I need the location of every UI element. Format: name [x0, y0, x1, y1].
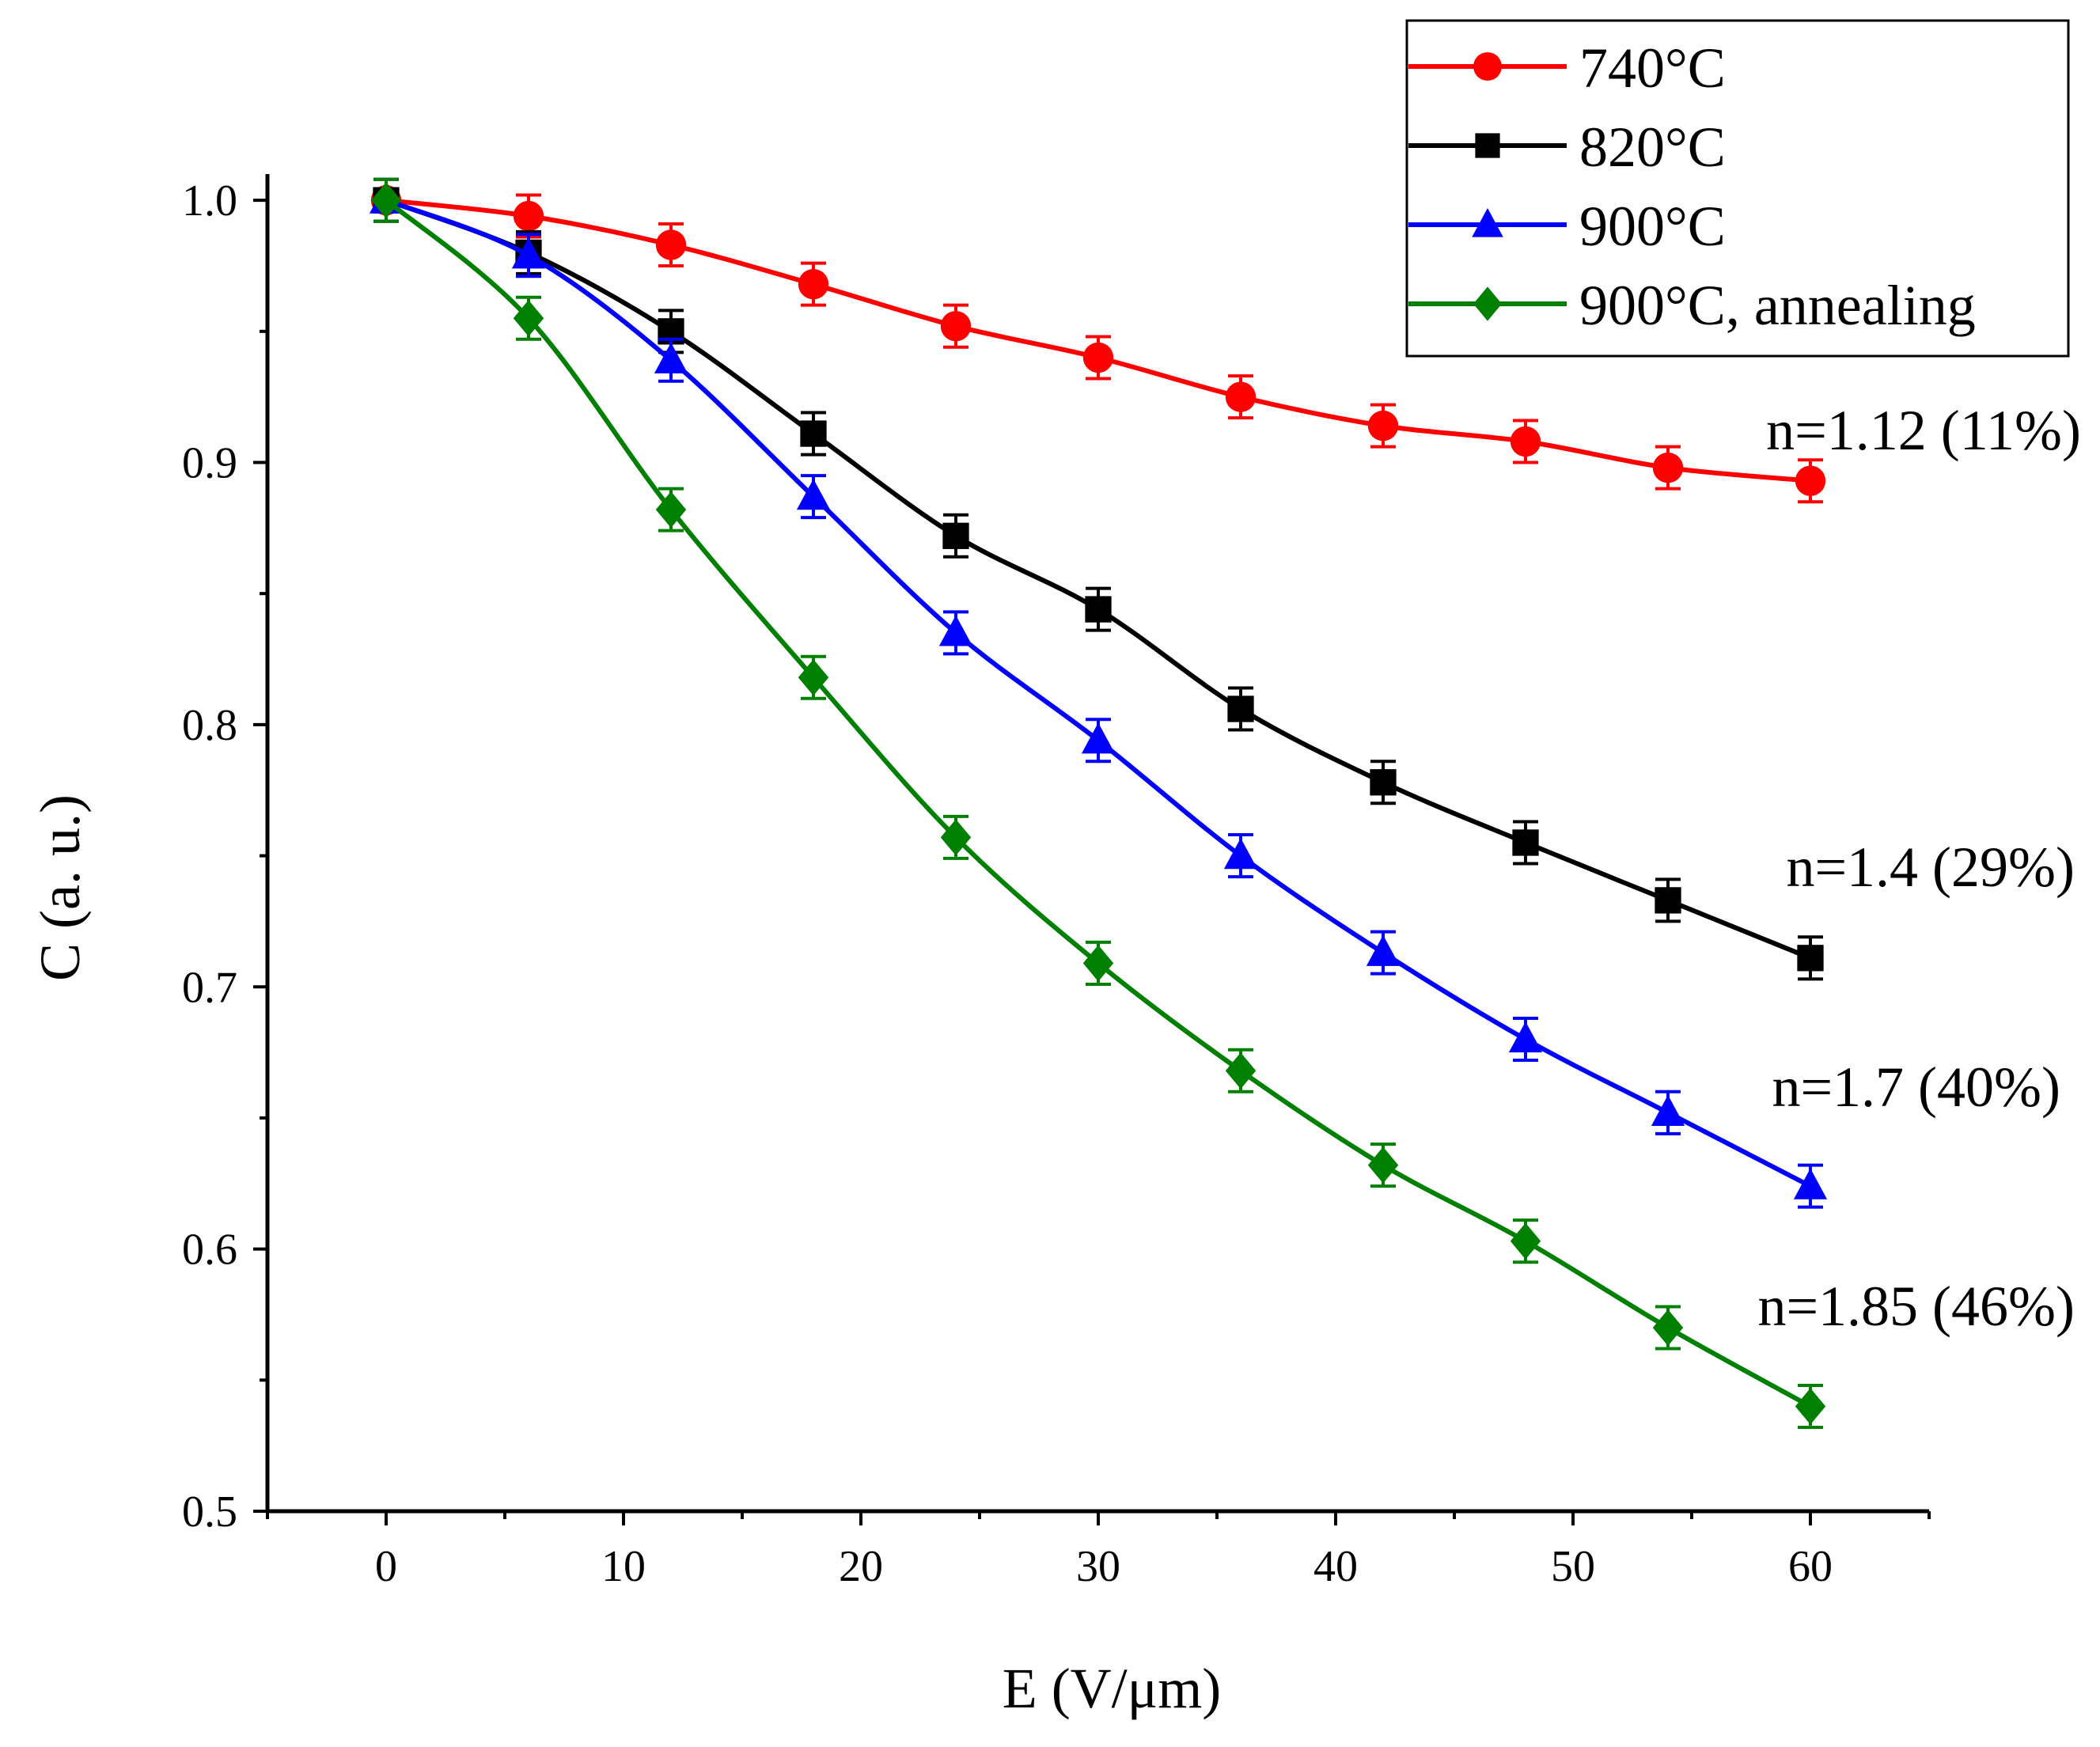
annotation-n-value: n=1.85 (46%) [1757, 1275, 2075, 1338]
x-tick-label: 10 [601, 1542, 646, 1591]
data-point [940, 310, 972, 342]
legend-marker [1473, 52, 1502, 81]
data-point [1082, 945, 1114, 982]
series-line [385, 198, 1812, 1409]
annotation-n-value: n=1.12 (11%) [1766, 399, 2081, 462]
data-point [1793, 1168, 1828, 1199]
series-layer [369, 177, 1828, 1429]
series-4 [370, 177, 1826, 1429]
data-point [940, 819, 972, 856]
data-point [511, 237, 546, 269]
data-point [655, 491, 687, 529]
data-point [1081, 722, 1116, 754]
legend-label: 740°C [1579, 36, 1726, 100]
data-point [1795, 465, 1826, 496]
data-point [1510, 426, 1541, 457]
y-axis-title: C (a. u.) [28, 794, 92, 981]
data-point [1652, 452, 1684, 483]
legend-item: 900°C, annealing [1408, 274, 1976, 337]
data-point [798, 268, 829, 300]
legend-item: 820°C [1408, 116, 1726, 179]
x-tick-label: 0 [375, 1542, 397, 1591]
data-point [798, 659, 829, 696]
x-tick-label: 30 [1076, 1542, 1120, 1591]
data-point [1510, 1222, 1541, 1260]
data-point [370, 182, 402, 219]
y-tick-label: 0.5 [182, 1487, 237, 1537]
data-point [1085, 596, 1112, 623]
data-point [1512, 829, 1539, 856]
data-point [1367, 410, 1399, 441]
data-point [1225, 381, 1257, 412]
axes: 0 10 20 30 40 50 60 0.5 0.6 0.7 0.8 0.9 1.0 [182, 174, 1931, 1591]
y-tick-label: 0.7 [182, 963, 237, 1012]
annotation-n-value: n=1.4 (29%) [1786, 836, 2075, 899]
annotations: n=1.12 (11%) n=1.4 (29%) n=1.7 (40%) n=1.85… [1757, 399, 2081, 1338]
data-point [1508, 1021, 1543, 1053]
legend-marker [1472, 208, 1503, 237]
y-tick-label: 0.6 [182, 1226, 237, 1275]
data-point [1797, 945, 1824, 972]
annotation-n-value: n=1.7 (40%) [1772, 1055, 2060, 1119]
legend-marker [1473, 286, 1502, 321]
data-point [1223, 838, 1258, 870]
x-tick-label: 40 [1313, 1542, 1358, 1591]
data-point [1655, 887, 1681, 914]
data-point [1366, 934, 1401, 966]
data-point [1082, 342, 1114, 373]
x-tick-label: 60 [1788, 1542, 1833, 1591]
x-tick-label: 50 [1551, 1542, 1595, 1591]
data-point [654, 342, 688, 373]
series-1 [370, 177, 1826, 504]
y-tick-label: 1.0 [182, 176, 237, 225]
data-point [796, 479, 831, 510]
y-tick-label: 0.9 [182, 439, 237, 488]
data-point [938, 615, 973, 646]
data-point [655, 229, 687, 260]
data-point [513, 200, 544, 232]
data-point [1225, 1052, 1257, 1090]
x-axis-title: E (V/μm) [1003, 1657, 1222, 1720]
data-point [942, 522, 969, 549]
legend: 740°C 820°C 900°C 900°C, annealing [1405, 19, 2070, 358]
data-point [1795, 1388, 1826, 1425]
data-point [1370, 769, 1397, 796]
data-point [800, 420, 827, 447]
legend-label: 900°C, annealing [1579, 274, 1976, 337]
data-point [1227, 695, 1254, 722]
legend-label: 820°C [1579, 116, 1726, 179]
data-point [513, 300, 544, 337]
legend-item: 900°C [1408, 195, 1726, 258]
legend-marker [1475, 133, 1500, 158]
y-tick-label: 0.8 [182, 701, 237, 750]
legend-item: 740°C [1408, 36, 1726, 100]
data-point [1652, 1309, 1684, 1347]
x-tick-label: 20 [839, 1542, 883, 1591]
legend-label: 900°C [1579, 195, 1726, 258]
data-point [1367, 1146, 1399, 1184]
data-point [1651, 1094, 1685, 1126]
legend-box [1405, 19, 2070, 358]
